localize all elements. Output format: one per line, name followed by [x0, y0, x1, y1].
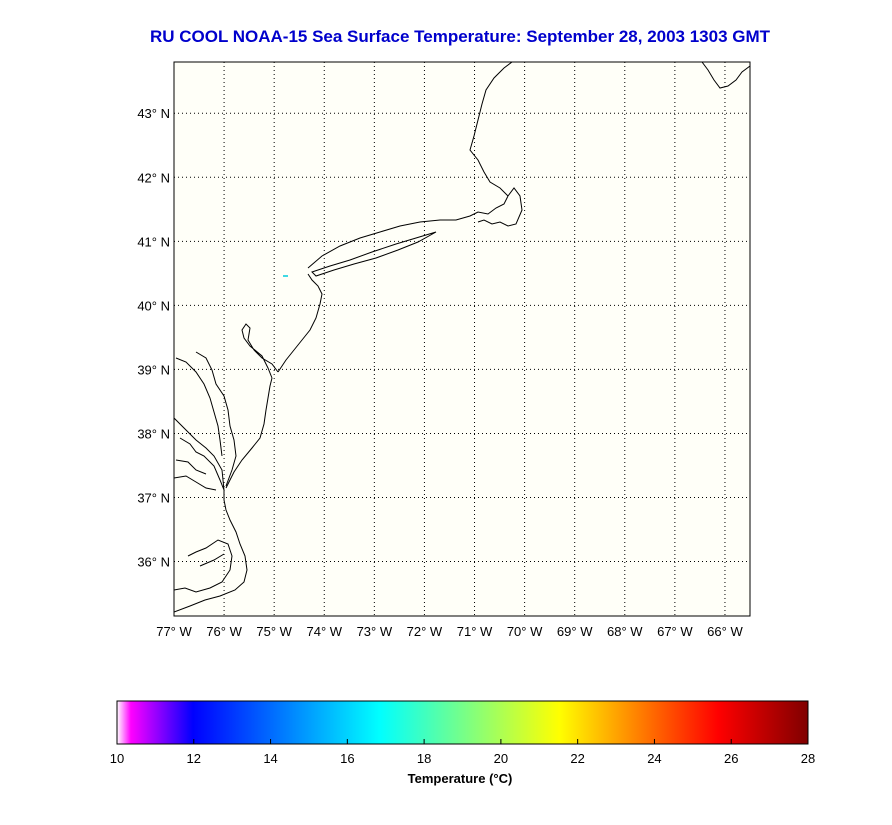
coastline-outer-banks — [174, 490, 248, 613]
lon-tick-label: 66° W — [707, 624, 743, 639]
lon-tick-label: 73° W — [357, 624, 393, 639]
lat-tick-label: 40° N — [137, 298, 170, 313]
colorbar-tick-label: 12 — [187, 751, 201, 766]
colorbar-tick-label: 14 — [263, 751, 277, 766]
coastline-long-island — [311, 231, 437, 277]
lon-tick-label: 72° W — [407, 624, 443, 639]
lat-tick-label: 36° N — [137, 555, 170, 570]
map-plot-area — [174, 62, 750, 616]
lon-tick-label: 70° W — [507, 624, 543, 639]
coastline-nova-scotia — [701, 62, 750, 89]
map-title: RU COOL NOAA-15 Sea Surface Temperature:… — [149, 27, 771, 46]
colorbar-tick-label: 26 — [724, 751, 738, 766]
lat-tick-label: 38° N — [137, 426, 170, 441]
colorbar-ticks: 10 12 14 16 18 20 22 24 26 28 — [110, 739, 815, 766]
coastline-massachusetts-north — [469, 62, 513, 197]
lon-tick-label: 77° W — [156, 624, 192, 639]
lat-tick-label: 41° N — [137, 234, 170, 249]
colorbar-tick-label: 20 — [494, 751, 508, 766]
colorbar-tick-label: 10 — [110, 751, 124, 766]
lon-tick-label: 76° W — [206, 624, 242, 639]
lon-tick-label: 75° W — [256, 624, 292, 639]
lon-tick-label: 69° W — [557, 624, 593, 639]
colorbar — [116, 700, 809, 745]
latitude-tick-labels: 43° N 42° N 41° N 40° N 39° N 38° N 37° N 36° N — [137, 106, 170, 569]
coastline-connecticut — [307, 195, 509, 269]
colorbar-tick-label: 16 — [340, 751, 354, 766]
colorbar-tick-label: 24 — [647, 751, 661, 766]
coastline-delmarva — [225, 377, 273, 489]
lat-tick-label: 42° N — [137, 170, 170, 185]
coastline-pamlico-sound — [174, 539, 233, 593]
lon-tick-label: 68° W — [607, 624, 643, 639]
lat-tick-label: 39° N — [137, 362, 170, 377]
colorbar-tick-label: 28 — [801, 751, 815, 766]
longitude-tick-labels: 77° W 76° W 75° W 74° W 73° W 72° W 71° W 70° W… — [156, 624, 743, 639]
graticule — [174, 62, 750, 616]
coastline-chesapeake-west — [174, 417, 225, 491]
lon-tick-label: 67° W — [657, 624, 693, 639]
map-frame — [173, 61, 751, 617]
lat-tick-label: 37° N — [137, 491, 170, 506]
coastline-delaware-bay — [241, 323, 279, 379]
lon-tick-label: 71° W — [457, 624, 493, 639]
lat-tick-label: 43° N — [137, 106, 170, 121]
coastline-cape-cod — [477, 187, 523, 227]
colorbar-tick-label: 18 — [417, 751, 431, 766]
colorbar-tick-label: 22 — [570, 751, 584, 766]
lon-tick-label: 74° W — [306, 624, 342, 639]
coastline-chesapeake-upper — [175, 351, 237, 487]
colorbar-label: Temperature (°C) — [408, 771, 513, 786]
coastline-new-jersey — [277, 273, 323, 373]
coastline — [174, 62, 750, 613]
